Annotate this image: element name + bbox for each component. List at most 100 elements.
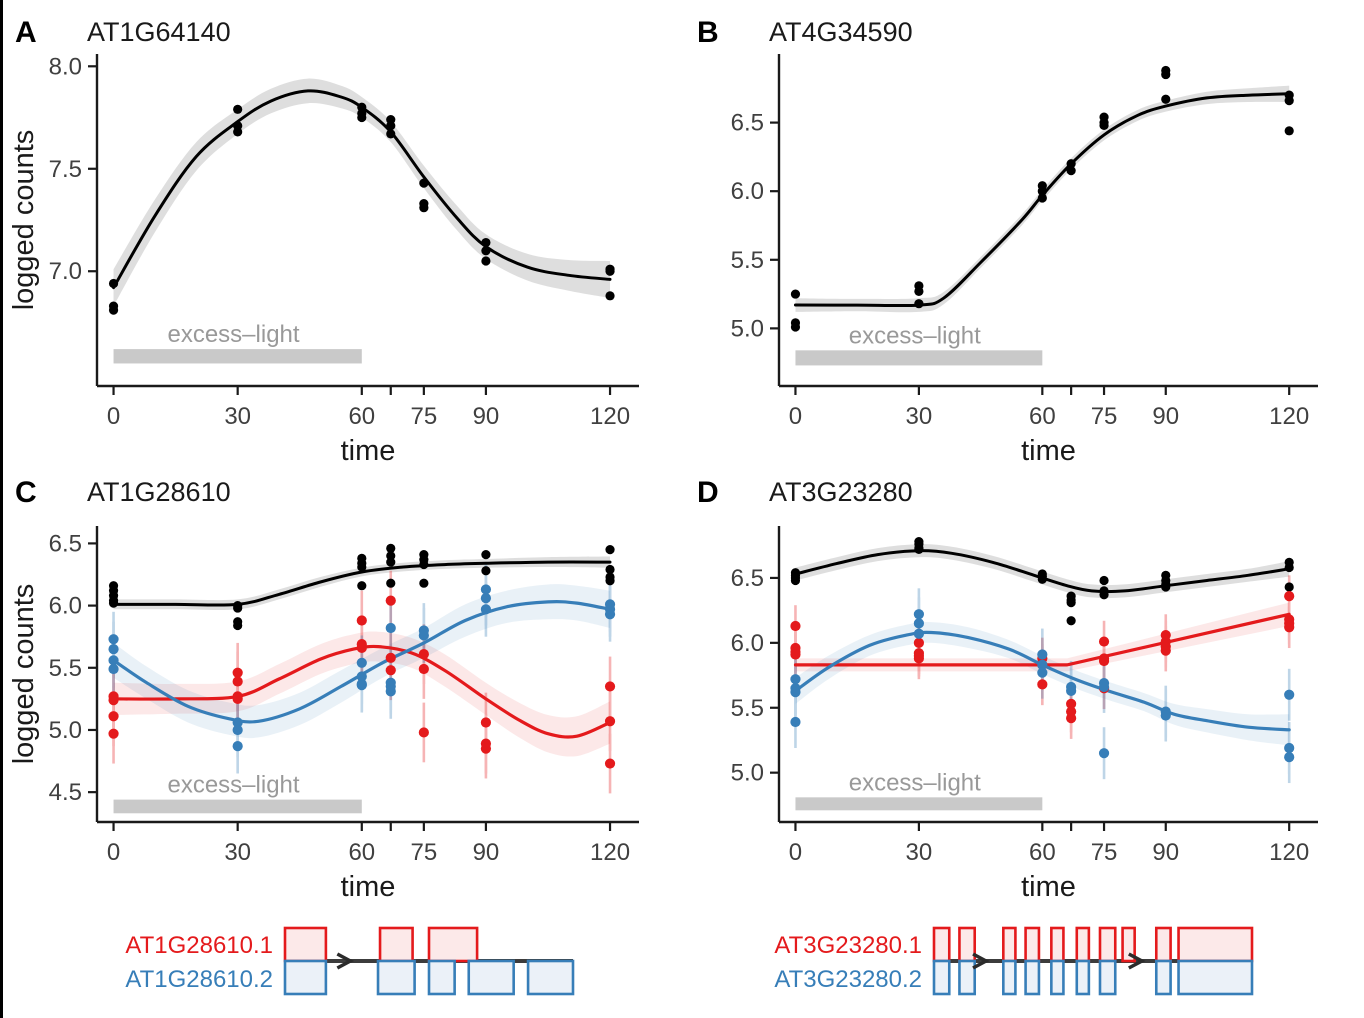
data-point [790,687,801,698]
data-point [385,595,396,606]
data-point [232,724,243,736]
data-point [790,716,801,728]
data-points-gene [108,543,615,631]
data-point [605,545,615,555]
data-point [1098,748,1110,759]
excess-light-bar [795,350,1043,366]
x-tick-label: 90 [473,839,500,866]
excess-light-label: excess–light [849,769,981,796]
exon-box [932,959,951,996]
data-point [1037,649,1048,660]
data-point [357,562,367,572]
x-axis-title: time [1021,435,1076,467]
data-point [1037,667,1048,678]
data-point [480,717,492,728]
y-tick-label: 5.0 [731,315,764,342]
exon-box [1098,926,1117,963]
exon-box [1050,959,1065,996]
data-point [914,299,924,309]
data-point [1099,590,1109,600]
data-point [481,550,491,560]
exon-box [1002,959,1017,996]
data-point [108,695,119,706]
data-point [1037,659,1048,671]
data-point [914,286,924,296]
data-point [1098,681,1110,693]
x-tick-label: 75 [1091,403,1118,430]
data-point [1066,597,1076,608]
excess-light-label: excess–light [849,322,981,349]
transcript-label: AT1G28610.1 [125,932,273,959]
x-tick-label: 120 [1269,839,1309,866]
data-point [232,667,243,678]
data-point [419,203,429,213]
data-point [604,716,616,727]
panel-c-chart: excess–light 0 30 60 75 90 120 4.5 5.0 5.5 6.0 6.5 t… [8,476,639,903]
data-points-gene [108,102,615,315]
data-point [480,604,492,615]
y-tick-label: 6.0 [731,630,764,657]
data-points-AT1G28610.2 [108,584,616,752]
x-tick-label: 60 [1029,839,1056,866]
data-points-AT1G28610.1 [108,595,616,769]
data-point [356,657,367,668]
data-point [232,693,243,704]
y-tick-label: 5.5 [731,247,764,274]
data-point [108,598,119,608]
data-point [232,741,243,752]
data-points-AT3G23280.1 [790,591,1295,724]
y-tick-label: 6.0 [49,593,82,620]
data-point [1284,689,1295,700]
y-tick-label: 8.0 [49,53,82,80]
data-point [356,642,367,653]
data-point [1284,751,1295,763]
data-point [385,622,396,634]
x-tick-label: 75 [1091,839,1118,866]
strand-arrow-icon [336,952,355,970]
exon-box [1024,959,1041,996]
data-point [481,256,491,266]
panel-title: AT1G28610 [87,477,231,507]
data-point [356,671,367,682]
data-point [386,543,396,553]
data-point [1066,685,1077,696]
x-tick-label: 60 [348,403,375,430]
data-point [790,674,801,685]
excess-light-bar [113,349,362,364]
y-axis-title: logged counts [8,584,40,765]
panel-title: AT1G64140 [87,17,231,47]
data-point [1284,126,1294,136]
data-point [419,578,429,588]
data-point [108,711,119,722]
x-tick-label: 120 [1269,403,1309,430]
x-axis-title: time [341,871,396,903]
exon-box [958,926,977,963]
data-point [790,575,801,586]
data-point [481,237,491,248]
panel-d-chart: excess–light 0 30 60 75 90 120 5.0 5.5 6.0 6.5 time… [697,476,1318,903]
data-point [1066,166,1076,176]
y-tick-label: 5.5 [49,655,82,682]
data-point [604,609,616,620]
panel-title: AT3G23280 [769,477,913,507]
data-point [605,291,615,301]
x-tick-label: 90 [473,403,500,430]
data-point [357,112,367,123]
data-point [604,758,616,769]
data-point [1284,96,1294,106]
data-point [1099,120,1109,130]
x-tick-label: 30 [906,839,933,866]
data-point [1284,582,1294,592]
data-point [108,655,119,666]
exon-box [378,926,414,963]
exon-box [1121,926,1136,963]
data-point [386,129,396,139]
x-tick-label: 120 [590,839,630,866]
y-tick-label: 6.0 [731,178,764,205]
data-point [108,305,119,315]
exon-box [1050,926,1065,963]
x-tick-label: 30 [224,403,251,430]
y-tick-label: 6.5 [731,565,764,592]
exon-box [1075,959,1091,996]
data-point [605,576,615,586]
